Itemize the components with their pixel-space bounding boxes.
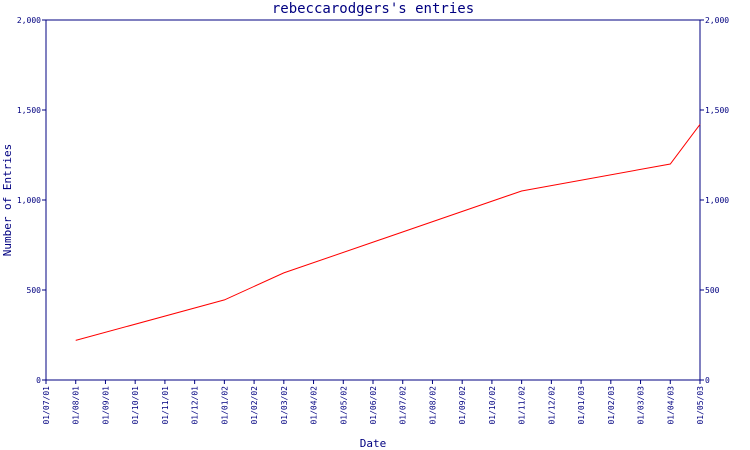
- plot-frame: [45, 19, 701, 381]
- y-tick-label-right: 0: [705, 376, 710, 385]
- series-line: [75, 124, 701, 341]
- y-tick-label-right: 2,000: [705, 16, 729, 25]
- y-tick-label-left: 500: [27, 286, 42, 295]
- series-layer: [75, 124, 701, 341]
- y-tick-label-left: 1,000: [17, 196, 41, 205]
- x-tick-label: 01/09/01: [101, 386, 110, 425]
- y-axis-right: 0 500 1,000 1,500 2,000: [700, 16, 729, 385]
- x-tick-label: 01/03/02: [280, 386, 289, 425]
- x-tick-label: 01/08/02: [428, 386, 437, 425]
- y-axis-label: Number of Entries: [1, 144, 14, 257]
- x-tick-label: 01/03/03: [637, 386, 646, 425]
- x-tick-label: 01/12/01: [191, 386, 200, 425]
- y-tick-label-right: 1,000: [705, 196, 729, 205]
- y-tick-label-left: 2,000: [17, 16, 41, 25]
- x-tick-label: 01/10/02: [488, 386, 497, 425]
- x-axis: 01/07/01 01/08/01 01/09/01 01/10/01 01/11/01…: [42, 380, 705, 425]
- x-tick-label: 01/05/02: [339, 386, 348, 425]
- x-tick-label: 01/04/03: [666, 386, 675, 425]
- x-tick-label: 01/08/01: [72, 386, 81, 425]
- x-tick-label: 01/01/02: [220, 386, 229, 425]
- x-tick-label: 01/06/02: [369, 386, 378, 425]
- x-tick-label: 01/07/01: [42, 386, 51, 425]
- x-tick-label: 01/09/02: [458, 386, 467, 425]
- x-tick-label: 01/01/03: [577, 386, 586, 425]
- x-tick-label: 01/07/02: [399, 386, 408, 425]
- y-tick-label-left: 0: [36, 376, 41, 385]
- x-tick-label: 01/11/02: [518, 386, 527, 425]
- x-tick-label: 01/02/02: [250, 386, 259, 425]
- y-tick-label-right: 500: [705, 286, 720, 295]
- y-axis-left: 0 500 1,000 1,500 2,000: [17, 16, 46, 385]
- x-tick-label: 01/11/01: [161, 386, 170, 425]
- x-tick-label: 01/12/02: [547, 386, 556, 425]
- x-axis-label: Date: [360, 437, 387, 450]
- x-tick-label: 01/02/03: [607, 386, 616, 425]
- x-tick-label: 01/04/02: [310, 386, 319, 425]
- chart-title: rebeccarodgers's entries: [272, 1, 474, 17]
- x-tick-label: 01/05/03: [696, 386, 705, 425]
- y-tick-label-left: 1,500: [17, 106, 41, 115]
- x-tick-label: 01/10/01: [131, 386, 140, 425]
- y-tick-label-right: 1,500: [705, 106, 729, 115]
